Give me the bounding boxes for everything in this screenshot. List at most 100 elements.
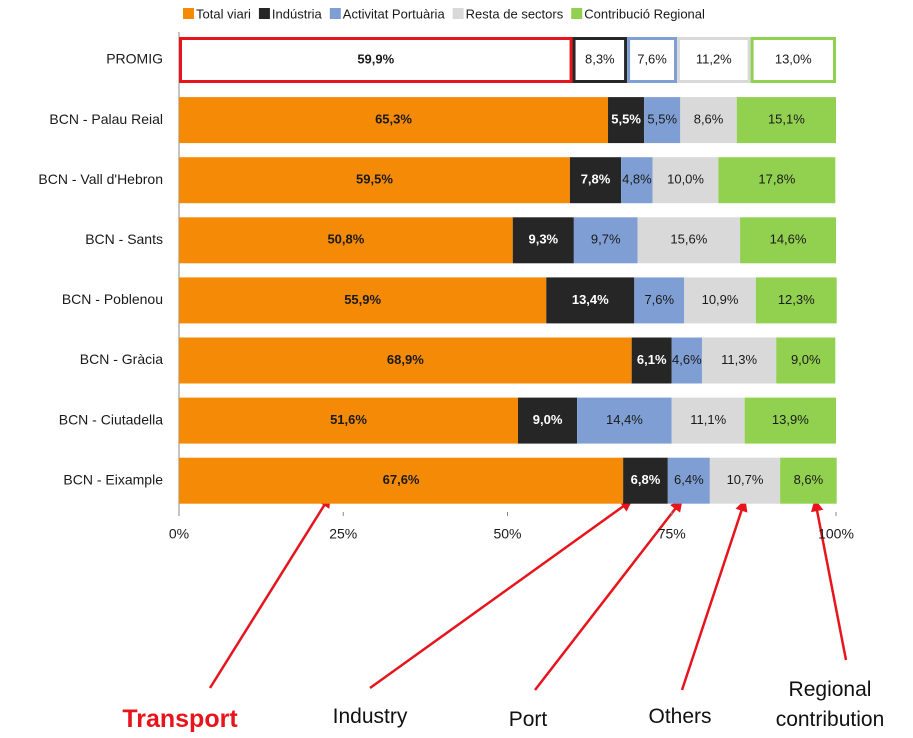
data-label: 10,7% xyxy=(727,472,764,487)
bar-segment xyxy=(780,457,837,504)
data-label: 13,0% xyxy=(775,51,812,66)
bar-segment xyxy=(179,397,519,444)
y-tick-label: BCN - Eixample xyxy=(63,471,163,487)
bar-segment xyxy=(709,457,781,504)
bar-segment xyxy=(677,37,751,83)
bar-segment xyxy=(740,217,836,264)
data-label: 10,9% xyxy=(702,292,739,307)
data-label: 4,6% xyxy=(672,352,702,367)
bar-segment xyxy=(179,457,624,504)
legend-swatch xyxy=(329,8,341,19)
legend-label: Total viari xyxy=(196,6,251,21)
data-label: 15,6% xyxy=(670,232,707,247)
bar-segment xyxy=(652,157,719,204)
data-label: 59,5% xyxy=(356,172,393,187)
data-label: 7,6% xyxy=(637,51,667,66)
bar-segment xyxy=(634,277,685,324)
data-label: 9,0% xyxy=(791,352,821,367)
data-label: 9,0% xyxy=(533,412,563,427)
x-tick-label: 100% xyxy=(818,526,854,542)
y-tick-label: BCN - Gràcia xyxy=(80,351,163,367)
bar-segment xyxy=(608,97,645,144)
bar-segment xyxy=(671,397,745,444)
data-label: 5,5% xyxy=(611,112,641,127)
bar-segment xyxy=(179,37,573,83)
data-label: 8,6% xyxy=(694,112,724,127)
x-tick-label: 25% xyxy=(329,526,357,542)
y-tick-label: BCN - Ciutadella xyxy=(59,411,163,427)
legend-label: Activitat Portuària xyxy=(343,6,446,21)
legend-swatch xyxy=(258,8,270,19)
data-label: 8,3% xyxy=(585,51,615,66)
legend-label: Indústria xyxy=(272,6,323,21)
data-label: 5,5% xyxy=(647,112,677,127)
data-label: 59,9% xyxy=(357,51,394,66)
x-tick-label: 0% xyxy=(169,526,189,542)
bar-segment xyxy=(572,37,628,83)
data-label: 51,6% xyxy=(330,412,367,427)
bar-segment xyxy=(577,397,672,444)
bar-segment xyxy=(744,397,836,444)
legend-label: Resta de sectors xyxy=(466,6,564,21)
y-tick-label: BCN - Vall d'Hebron xyxy=(38,171,163,187)
bar-segment xyxy=(179,97,609,144)
data-label: 6,1% xyxy=(637,352,667,367)
bar-segment xyxy=(644,97,681,144)
data-label: 11,2% xyxy=(696,51,732,66)
bar-segment xyxy=(179,277,547,324)
data-label: 13,9% xyxy=(772,412,809,427)
data-label: 55,9% xyxy=(344,292,381,307)
x-tick-label: 75% xyxy=(658,526,686,542)
arrows xyxy=(208,494,848,691)
bar-segment xyxy=(573,217,638,264)
bar-segment xyxy=(671,337,702,384)
data-label: 15,1% xyxy=(768,112,805,127)
bar-segment xyxy=(627,37,678,83)
bar-segment xyxy=(631,337,672,384)
y-tick-label: BCN - Poblenou xyxy=(62,291,163,307)
data-label: 68,9% xyxy=(387,352,424,367)
y-tick-label: BCN - Sants xyxy=(85,231,163,247)
bar-segment xyxy=(518,397,578,444)
data-label: 8,6% xyxy=(794,472,824,487)
annotation: Others xyxy=(648,705,712,728)
annotation: Transport xyxy=(122,705,238,733)
y-tick-label: BCN - Palau Reial xyxy=(49,111,163,127)
bar-segment xyxy=(637,217,741,264)
data-label: 7,8% xyxy=(581,172,611,187)
bar-segment xyxy=(684,277,756,324)
bar-segment xyxy=(512,217,574,264)
bar-segment xyxy=(179,157,570,204)
data-label: 67,6% xyxy=(383,472,420,487)
data-label: 6,4% xyxy=(674,472,704,487)
bar-segment xyxy=(776,337,836,384)
data-label: 65,3% xyxy=(375,112,412,127)
bar-segment xyxy=(621,157,653,204)
data-label: 14,6% xyxy=(770,232,807,247)
annotation: Port xyxy=(508,708,548,731)
annotation: Regional contribution xyxy=(775,678,885,731)
legend-swatch xyxy=(452,8,464,19)
data-label: 50,8% xyxy=(327,232,364,247)
bar-segment xyxy=(546,277,635,324)
legend-label: Contribució Regional xyxy=(584,6,705,21)
bar-segment xyxy=(701,337,777,384)
data-label: 7,6% xyxy=(644,292,674,307)
bar-segment xyxy=(750,37,837,83)
data-label: 10,0% xyxy=(667,172,704,187)
data-label: 6,8% xyxy=(631,472,661,487)
bar-segment xyxy=(680,97,737,144)
data-label: 11,1% xyxy=(690,412,726,427)
data-label: 9,3% xyxy=(528,232,558,247)
legend-swatch xyxy=(571,8,583,19)
data-label: 4,8% xyxy=(622,172,652,187)
bar-segment xyxy=(623,457,668,504)
bar-segment xyxy=(755,277,837,324)
bar-segment xyxy=(179,337,632,384)
bar-segment xyxy=(179,217,513,264)
x-tick-label: 50% xyxy=(493,526,521,542)
data-label: 17,8% xyxy=(758,172,795,187)
legend-swatch xyxy=(183,8,194,19)
